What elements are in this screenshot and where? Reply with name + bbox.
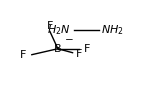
Text: F: F xyxy=(47,21,53,31)
Text: F: F xyxy=(20,50,26,60)
Text: $H_2N$: $H_2N$ xyxy=(47,23,70,37)
Text: B: B xyxy=(54,44,62,54)
Text: −: − xyxy=(65,35,73,45)
Text: $NH_2$: $NH_2$ xyxy=(101,23,124,37)
Text: F: F xyxy=(84,44,90,54)
Text: F: F xyxy=(76,49,82,59)
